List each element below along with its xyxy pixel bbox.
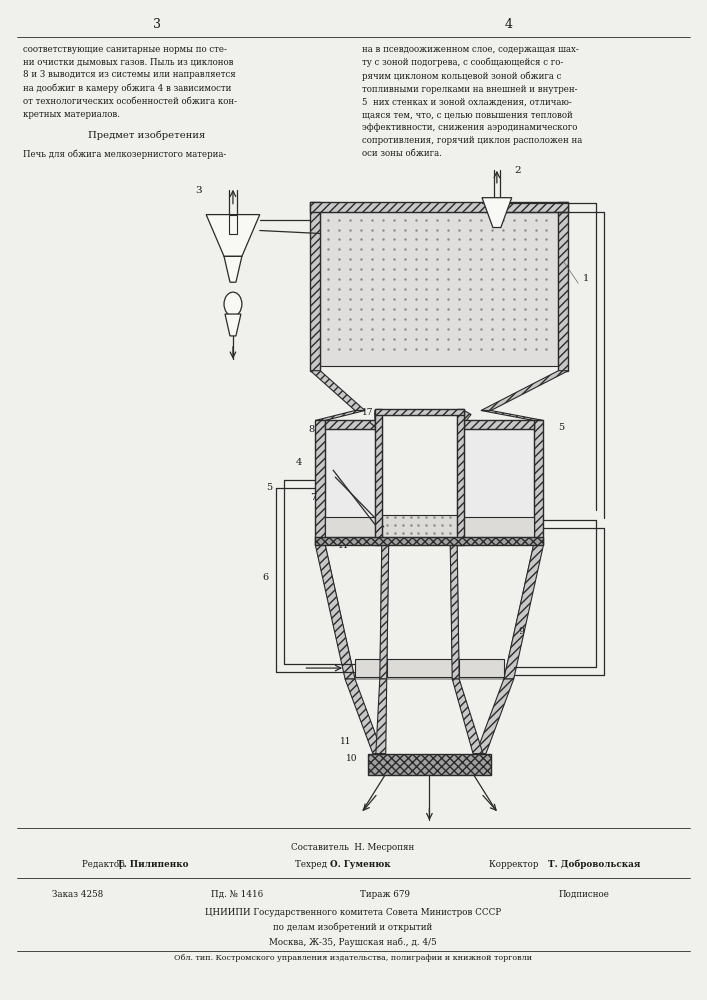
Bar <box>325 517 375 537</box>
Text: 11: 11 <box>340 737 351 746</box>
Text: 17: 17 <box>362 408 373 417</box>
Bar <box>355 659 380 677</box>
Text: 7: 7 <box>310 493 317 502</box>
Text: Т. Добровольская: Т. Добровольская <box>549 860 641 869</box>
Polygon shape <box>225 314 241 336</box>
Bar <box>375 409 382 545</box>
Text: по делам изобретений и открытий: по делам изобретений и открытий <box>274 923 433 932</box>
Text: Пд. № 1416: Пд. № 1416 <box>211 890 264 899</box>
Text: Обл. тип. Костромского управления издательства, полиграфии и книжной торговли: Обл. тип. Костромского управления издате… <box>174 954 532 962</box>
Bar <box>382 515 457 537</box>
Polygon shape <box>387 545 452 679</box>
Ellipse shape <box>224 292 242 316</box>
Text: 3: 3 <box>153 18 160 31</box>
Polygon shape <box>345 679 382 754</box>
Text: 6: 6 <box>263 573 269 582</box>
Polygon shape <box>315 545 355 679</box>
Text: на в псевдоожиженном слое, содержащая шах-
ту с зоной подогрева, с сообщающейся : на в псевдоожиженном слое, содержащая ша… <box>362 45 582 158</box>
Polygon shape <box>481 410 544 420</box>
Text: 1: 1 <box>583 274 590 283</box>
Text: Составитель  Н. Месропян: Составитель Н. Месропян <box>291 843 414 852</box>
Polygon shape <box>482 198 512 228</box>
Polygon shape <box>457 410 471 423</box>
Text: 11: 11 <box>338 541 350 550</box>
Bar <box>310 202 320 371</box>
Text: Заказ 4258: Заказ 4258 <box>52 890 104 899</box>
Text: 3: 3 <box>195 186 202 195</box>
Text: Техред: Техред <box>296 860 330 869</box>
Bar <box>387 659 452 677</box>
Text: 8: 8 <box>308 425 315 434</box>
Text: 5: 5 <box>559 423 564 432</box>
Polygon shape <box>504 545 544 679</box>
Text: 9: 9 <box>519 627 525 636</box>
Bar <box>315 537 544 545</box>
Polygon shape <box>375 410 382 423</box>
Polygon shape <box>450 545 459 679</box>
Polygon shape <box>481 371 568 410</box>
Text: Тираж 679: Тираж 679 <box>360 890 410 899</box>
Text: соответствующие санитарные нормы по сте-
ни очистки дымовых газов. Пыль из цикло: соответствующие санитарные нормы по сте-… <box>23 45 237 119</box>
Polygon shape <box>376 679 387 754</box>
Bar <box>382 415 457 545</box>
Text: Москва, Ж-35, Раушская наб., д. 4/5: Москва, Ж-35, Раушская наб., д. 4/5 <box>269 938 437 947</box>
Polygon shape <box>457 545 534 679</box>
Polygon shape <box>325 545 382 679</box>
Bar <box>310 202 568 212</box>
Bar <box>315 420 325 545</box>
Polygon shape <box>476 679 514 754</box>
Text: 10: 10 <box>346 754 358 763</box>
Bar <box>325 420 375 429</box>
Text: 4: 4 <box>296 458 302 467</box>
Text: Подписное: Подписное <box>559 890 609 899</box>
Bar <box>229 215 237 234</box>
Polygon shape <box>206 215 259 256</box>
Text: О. Гуменюк: О. Гуменюк <box>330 860 391 869</box>
Text: Предмет изобретения: Предмет изобретения <box>88 130 205 140</box>
Text: Т. Пилипенко: Т. Пилипенко <box>117 860 188 869</box>
Bar <box>459 659 504 677</box>
Polygon shape <box>310 371 365 410</box>
Text: Редактор: Редактор <box>82 860 128 869</box>
Text: 5: 5 <box>266 483 271 492</box>
Bar <box>464 429 534 545</box>
Bar <box>464 517 534 537</box>
Bar <box>534 420 544 545</box>
Bar <box>559 202 568 371</box>
Text: ЦНИИПИ Государственного комитета Совета Министров СССР: ЦНИИПИ Государственного комитета Совета … <box>205 908 501 917</box>
Polygon shape <box>380 545 389 679</box>
Polygon shape <box>224 256 242 282</box>
Text: 4: 4 <box>505 18 513 31</box>
Bar <box>375 409 464 415</box>
Polygon shape <box>452 679 483 754</box>
Text: Печь для обжига мелкозернистого материа-: Печь для обжига мелкозернистого материа- <box>23 150 226 159</box>
Polygon shape <box>315 410 365 420</box>
Bar <box>457 409 464 545</box>
Bar <box>464 420 534 429</box>
Text: Корректор: Корректор <box>489 860 541 869</box>
Bar <box>325 429 375 545</box>
Bar <box>368 754 491 775</box>
Bar <box>320 212 559 366</box>
Text: 2: 2 <box>515 166 521 175</box>
